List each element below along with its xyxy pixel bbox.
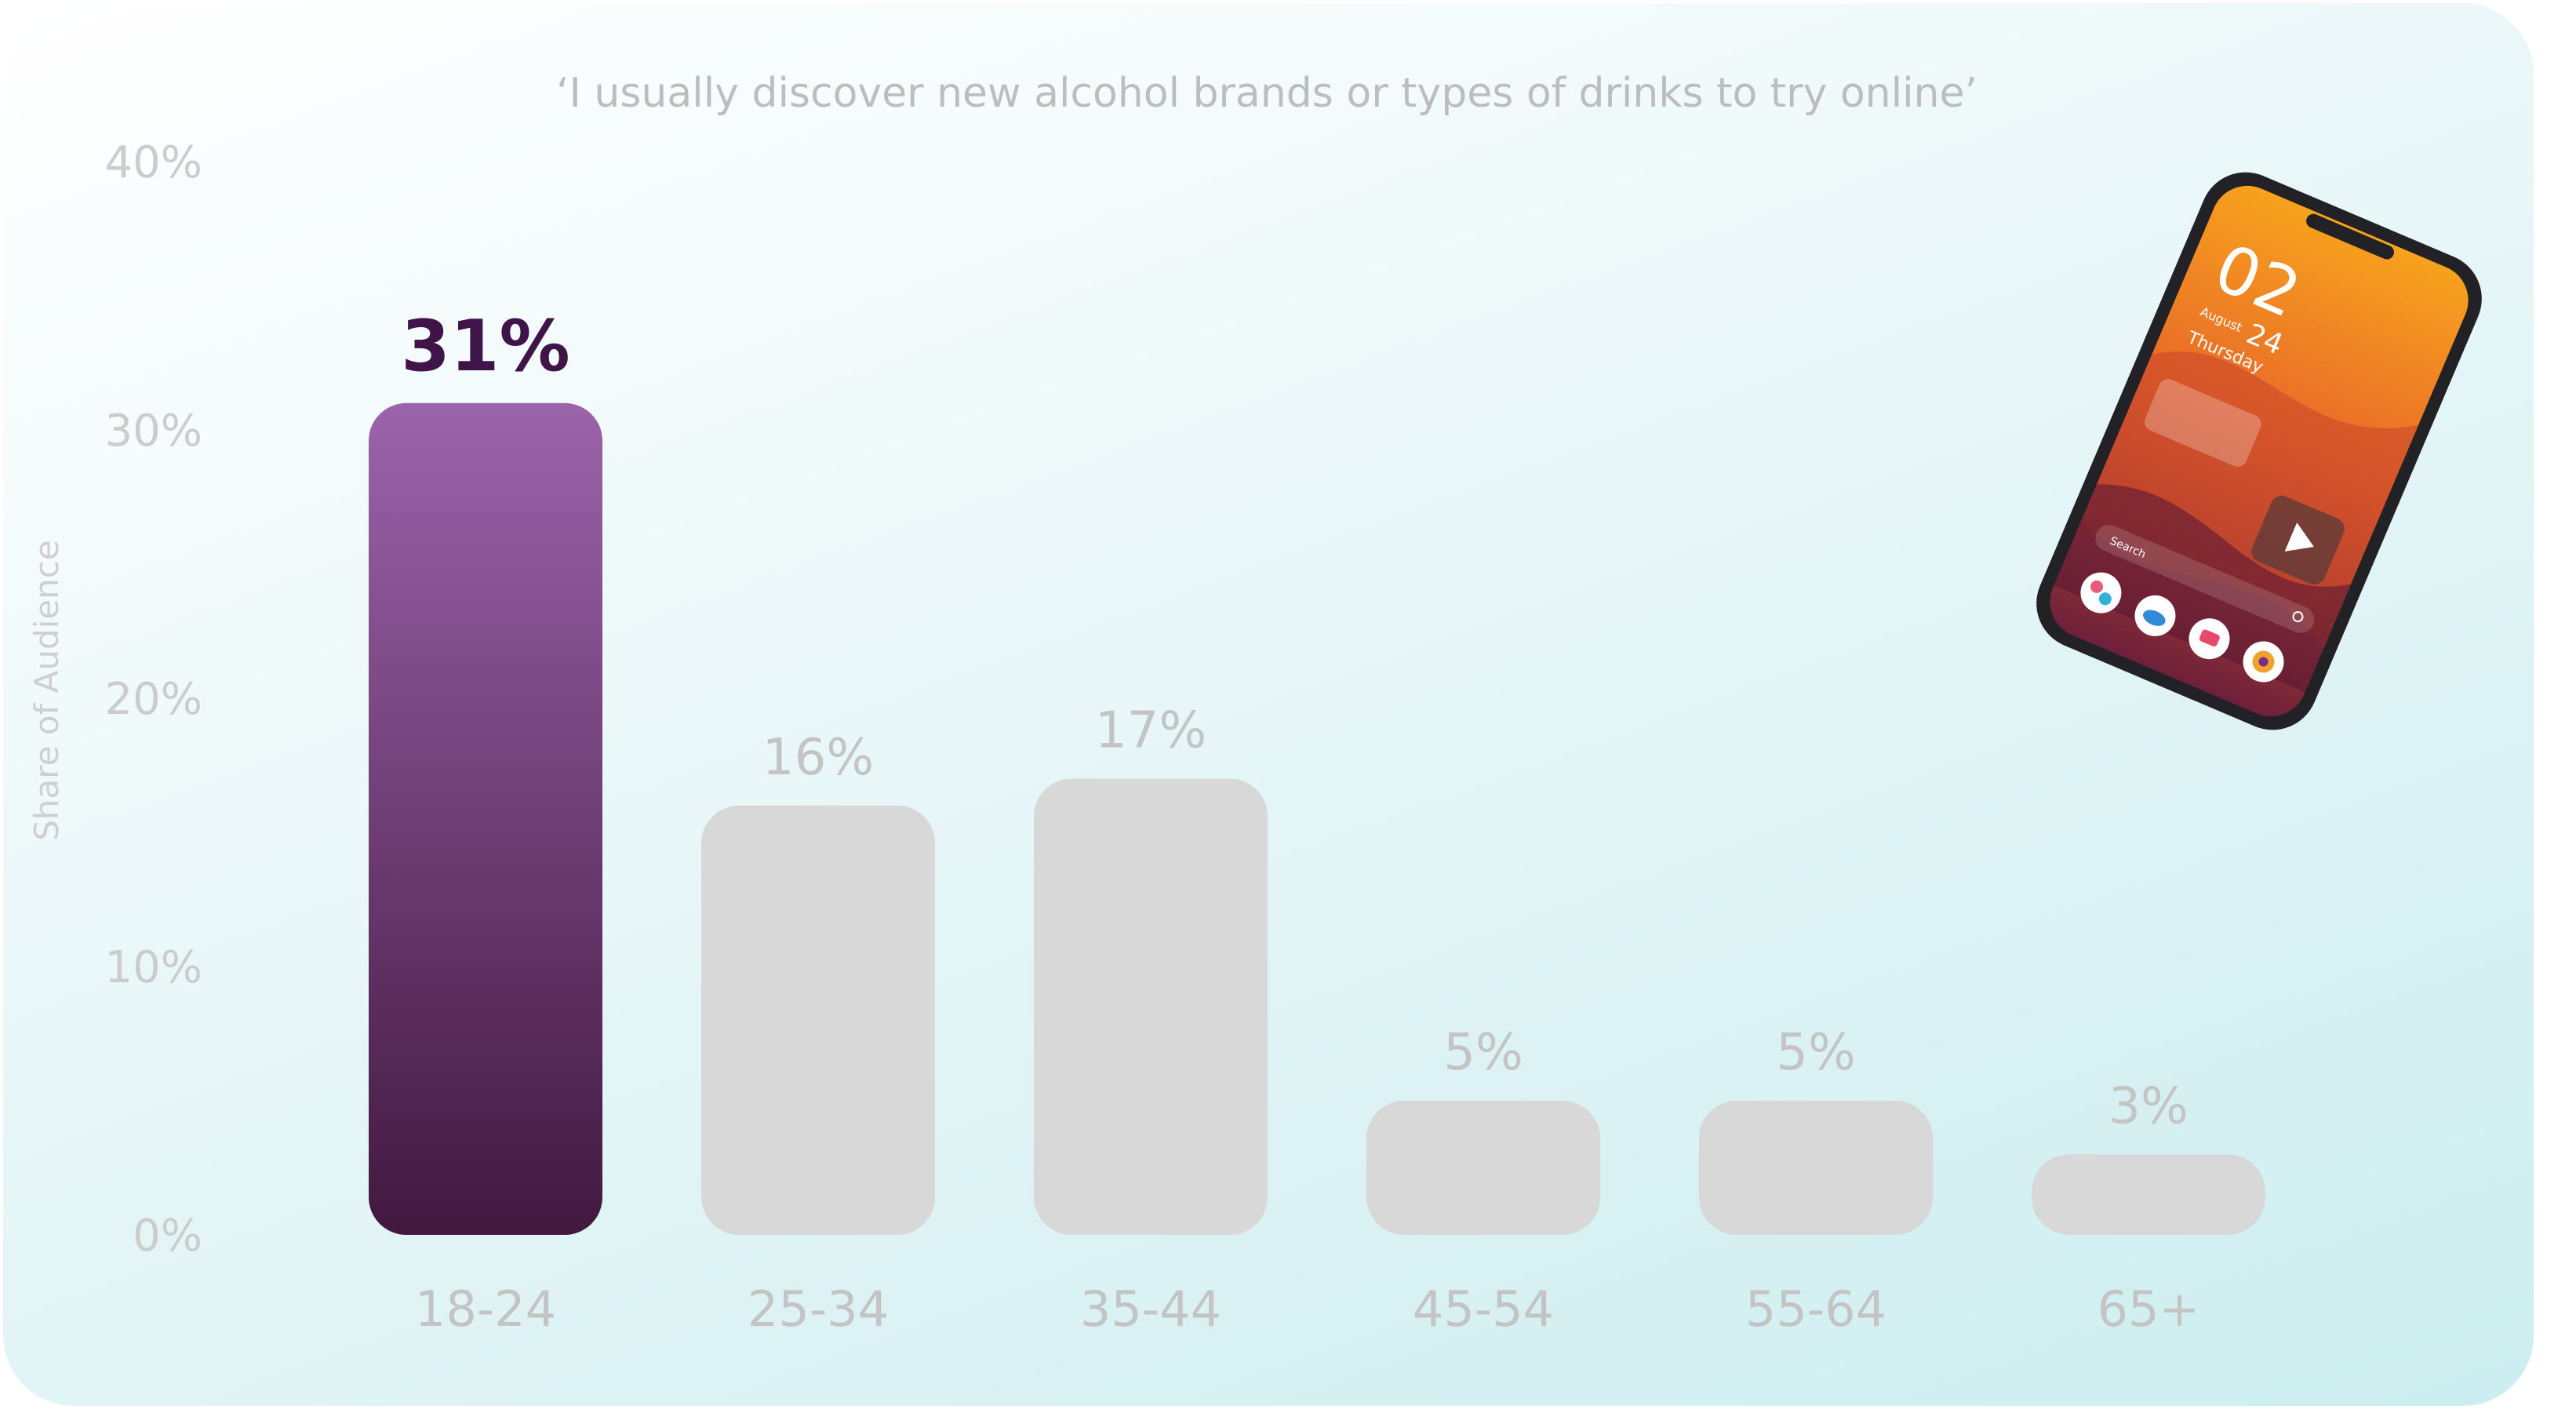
bar-45-54 bbox=[1366, 1101, 1600, 1235]
flower-petal bbox=[2090, 580, 2104, 593]
music-widget bbox=[2144, 379, 2261, 467]
phone-notch bbox=[2306, 213, 2394, 260]
screen-wave bbox=[2081, 351, 2419, 650]
value-label: 17% bbox=[1095, 702, 1206, 760]
search-icon bbox=[2292, 611, 2304, 623]
category-label: 25-34 bbox=[748, 1280, 889, 1338]
chat-bubble bbox=[2199, 629, 2220, 647]
y-tick-label: 10% bbox=[105, 942, 202, 993]
y-tick-label: 30% bbox=[105, 406, 202, 457]
bar-65+ bbox=[2032, 1154, 2265, 1235]
cloud-shape bbox=[2143, 610, 2166, 626]
target-center bbox=[2258, 657, 2269, 667]
phone-search-bar bbox=[2095, 524, 2315, 633]
x-axis-categories: 18-24 25-34 35-44 45-54 55-64 65+ bbox=[415, 1280, 2200, 1338]
value-label: 5% bbox=[1776, 1024, 1856, 1082]
value-label: 31% bbox=[401, 305, 569, 388]
play-icon bbox=[2284, 522, 2314, 552]
y-tick-label: 40% bbox=[105, 137, 202, 188]
bar-35-44 bbox=[1034, 778, 1268, 1235]
bar-55-64 bbox=[1699, 1101, 1933, 1235]
value-label: 5% bbox=[1443, 1024, 1523, 1082]
flower-app-icon bbox=[2080, 572, 2122, 613]
bar-18-24 bbox=[369, 402, 602, 1235]
phone-illustration: 02 August 24 Thursday Search bbox=[2036, 172, 2482, 730]
y-tick-label: 20% bbox=[105, 674, 202, 725]
y-axis-label: Share of Audience bbox=[27, 540, 66, 840]
y-tick-label: 0% bbox=[133, 1211, 202, 1262]
bar-25-34 bbox=[701, 805, 935, 1235]
flower-petal bbox=[2098, 592, 2112, 606]
value-label: 3% bbox=[2108, 1077, 2189, 1135]
category-label: 65+ bbox=[2098, 1280, 2200, 1338]
category-label: 18-24 bbox=[415, 1280, 556, 1338]
screen-wave-dark bbox=[2054, 484, 2352, 693]
chart-title: ‘I usually discover new alcohol brands o… bbox=[556, 70, 1977, 117]
value-label: 16% bbox=[762, 729, 874, 787]
y-axis-ticks: 0% 10% 20% 30% 40% bbox=[105, 137, 202, 1262]
value-labels: 31% 16% 17% 5% 5% 3% bbox=[401, 305, 2188, 1136]
category-label: 35-44 bbox=[1080, 1280, 1221, 1338]
category-label: 45-54 bbox=[1413, 1280, 1554, 1338]
category-label: 55-64 bbox=[1745, 1280, 1887, 1338]
bars bbox=[369, 402, 2265, 1235]
